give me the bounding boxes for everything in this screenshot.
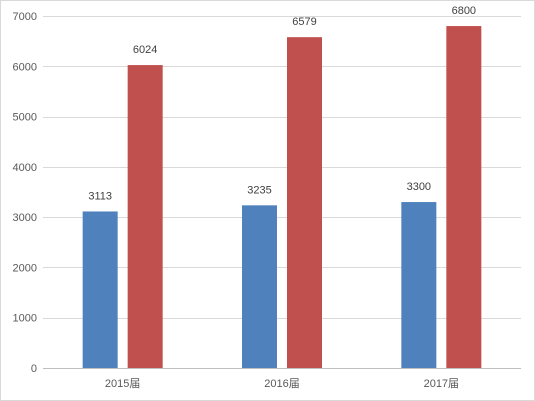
gridlines: [43, 16, 521, 369]
bar: [446, 26, 482, 369]
bar: [287, 37, 322, 368]
bar: [242, 205, 277, 368]
y-tick-label: 1000: [13, 313, 37, 325]
data-labels: 3113 6024 3235 6579 3300 6800: [88, 5, 476, 202]
bar: [82, 211, 118, 368]
x-axis-tick-labels: 2015届 2016届 2017届: [105, 377, 459, 390]
y-tick-label: 0: [31, 363, 37, 375]
data-label: 3300: [407, 181, 431, 193]
data-label: 6579: [292, 16, 316, 28]
y-axis-tick-labels: 0 1000 2000 3000 4000 5000 6000 7000: [13, 11, 37, 375]
x-tick-label: 2015届: [105, 377, 140, 390]
data-label: 6024: [133, 44, 157, 56]
y-tick-label: 5000: [13, 112, 37, 124]
y-tick-label: 2000: [13, 262, 37, 274]
bar: [401, 202, 437, 368]
data-label: 3235: [247, 184, 271, 196]
y-tick-label: 4000: [13, 162, 37, 174]
data-label: 6800: [452, 5, 476, 17]
x-tick-label: 2017届: [424, 377, 459, 390]
data-label: 3113: [88, 190, 112, 202]
x-tick-label: 2016届: [264, 377, 299, 390]
y-tick-label: 3000: [13, 212, 37, 224]
y-tick-label: 6000: [13, 61, 37, 73]
bars: [82, 26, 482, 369]
bar: [127, 65, 163, 368]
y-tick-label: 7000: [13, 11, 37, 23]
